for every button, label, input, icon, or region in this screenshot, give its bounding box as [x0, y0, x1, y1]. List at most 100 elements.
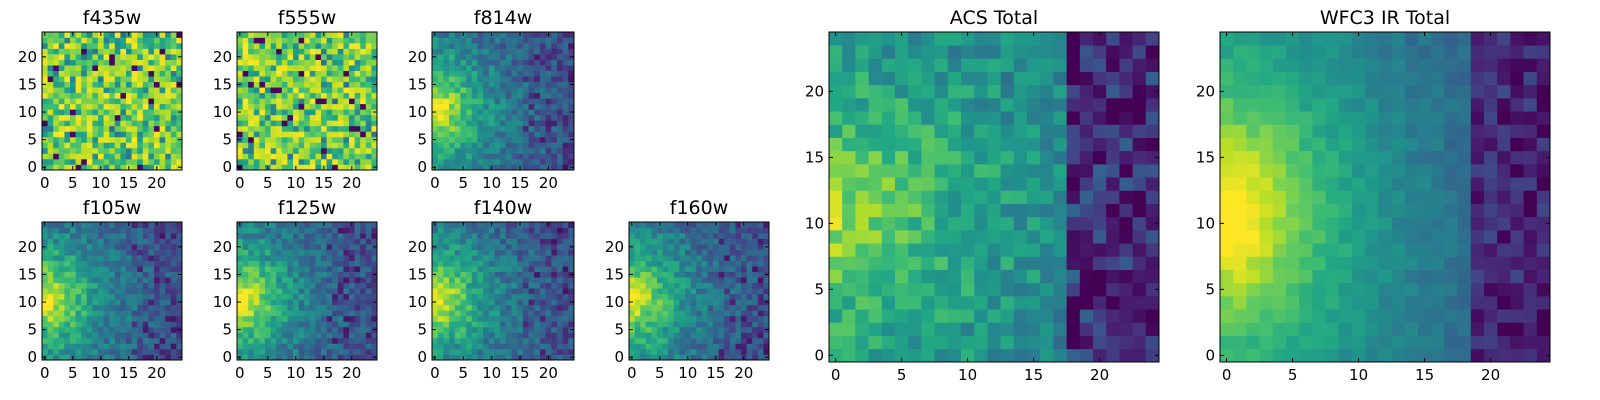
heatmap-cell [81, 271, 88, 278]
heatmap-cell [466, 158, 473, 165]
heatmap-cell [349, 120, 355, 127]
heatmap-cell [53, 147, 60, 154]
heatmap-cell [53, 222, 60, 228]
heatmap-cell [42, 70, 48, 77]
heatmap-cell [1119, 309, 1133, 323]
heatmap-cell [270, 244, 277, 250]
heatmap-cell [332, 310, 339, 317]
heatmap-cell [1119, 243, 1133, 257]
heatmap-cell [757, 293, 764, 300]
heatmap-cell [365, 142, 372, 149]
heatmap-cell [460, 103, 467, 110]
heatmap-cell [443, 37, 450, 44]
heatmap-cell [64, 125, 71, 132]
heatmap-cell [460, 87, 467, 94]
heatmap-cell [148, 70, 155, 77]
heatmap-cell [921, 296, 935, 310]
heatmap-cell [500, 238, 507, 245]
heatmap-cell [360, 238, 367, 245]
heatmap-cell [281, 310, 288, 317]
heatmap-cell [343, 310, 350, 317]
heatmap-cell [829, 243, 843, 257]
heatmap-cell [741, 266, 747, 273]
heatmap-cell [517, 249, 524, 256]
heatmap-cell [522, 222, 529, 228]
heatmap-cell [443, 304, 450, 311]
heatmap-cell [432, 249, 439, 256]
heatmap-cell [881, 150, 896, 165]
heatmap-cell [64, 131, 71, 138]
heatmap-cell [70, 147, 76, 154]
heatmap-cell [477, 337, 484, 344]
heatmap-cell [718, 337, 725, 344]
heatmap-cell [165, 255, 172, 261]
heatmap-cell [154, 125, 160, 132]
heatmap-cell [86, 76, 93, 83]
heatmap-cell [253, 299, 260, 306]
heatmap-cell [534, 337, 541, 344]
heatmap-cell [974, 243, 988, 257]
heatmap-cell [176, 153, 183, 160]
heatmap-cell [276, 32, 283, 38]
heatmap-cell [713, 233, 719, 239]
heatmap-cell [437, 37, 444, 44]
heatmap-cell [103, 222, 110, 228]
heatmap-cell [281, 87, 288, 94]
heatmap-cell [337, 76, 344, 83]
heatmap-cell [47, 87, 54, 94]
heatmap-cell [729, 337, 736, 344]
heatmap-cell [343, 332, 350, 339]
heatmap-cell [287, 310, 294, 317]
heatmap-cell [103, 147, 110, 154]
heatmap-cell [701, 266, 708, 273]
heatmap-cell [53, 260, 60, 267]
heatmap-cell [131, 244, 138, 250]
heatmap-cell [500, 87, 507, 94]
heatmap-cell [494, 326, 501, 333]
heatmap-cell [86, 266, 93, 273]
heatmap-cell [466, 249, 473, 256]
heatmap-cell [651, 348, 658, 355]
heatmap-cell [281, 125, 288, 132]
heatmap-cell [562, 92, 569, 99]
heatmap-cell [511, 260, 518, 267]
heatmap-cell [315, 348, 322, 355]
heatmap-cell [545, 271, 552, 278]
heatmap-cell [53, 87, 60, 94]
heatmap-cell [109, 103, 116, 110]
heatmap-cell [517, 271, 524, 278]
heatmap-cell [326, 255, 333, 261]
heatmap-cell [321, 109, 327, 116]
heatmap-cell [556, 238, 563, 245]
heatmap-cell [443, 249, 450, 256]
heatmap-cell [242, 158, 249, 165]
heatmap-cell [881, 164, 896, 178]
heatmap-cell [545, 348, 552, 355]
heatmap-cell [326, 348, 333, 355]
heatmap-cell [109, 147, 116, 154]
heatmap-cell [253, 249, 260, 256]
heatmap-cell [86, 136, 93, 143]
heatmap-cell [449, 48, 456, 55]
heatmap-cell [1079, 230, 1094, 244]
heatmap-cell [58, 54, 65, 60]
heatmap-cell [494, 304, 501, 311]
heatmap-cell [729, 249, 736, 256]
heatmap-cell [881, 348, 896, 363]
heatmap-cell [568, 343, 575, 350]
x-tick-label: 10 [482, 364, 501, 382]
heatmap-cell [75, 321, 82, 328]
heatmap-cell [131, 87, 138, 94]
heatmap-cell [131, 81, 138, 88]
heatmap-cell [142, 70, 149, 77]
heatmap-cell [276, 120, 283, 127]
heatmap-cell [545, 125, 552, 132]
heatmap-cell [673, 332, 680, 339]
heatmap-cell [371, 32, 378, 38]
heatmap-cell [332, 343, 339, 350]
heatmap-cell [114, 48, 121, 55]
heatmap-cell [471, 120, 478, 127]
heatmap-cell [58, 321, 65, 328]
heatmap-cell [360, 255, 367, 261]
heatmap-cell [265, 255, 271, 261]
